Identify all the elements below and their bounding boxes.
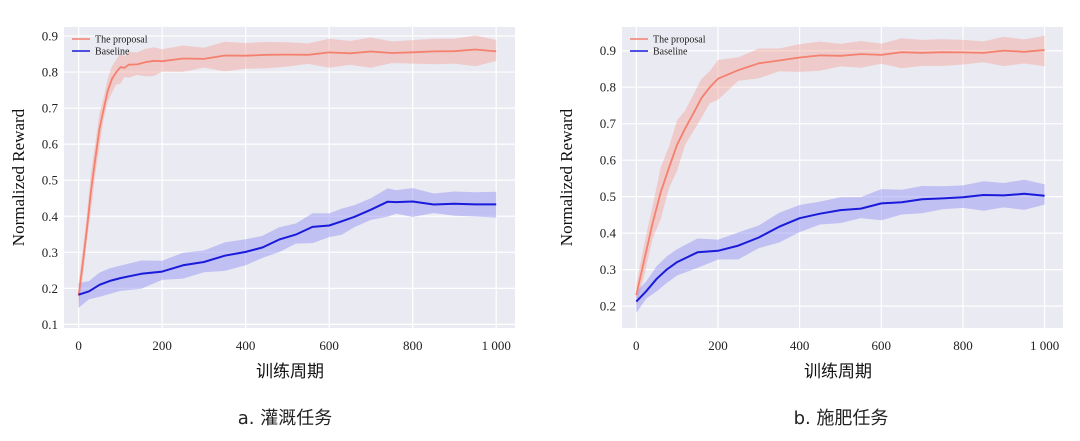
series-lines-a [77, 48, 497, 296]
x-tick-label-a: 200 [152, 338, 172, 353]
x-tick-label-b: 600 [872, 338, 892, 353]
confidence-bands-a [78, 35, 497, 309]
grid-b [622, 27, 1063, 328]
legend-label-baseline-a: Baseline [95, 47, 130, 58]
x-tick-label-b: 0 [633, 338, 640, 353]
y-axis-label-b: Normalized Reward [557, 108, 576, 246]
y-tick-label-b: 0.2 [600, 299, 616, 314]
legend-label-proposal-a: The proposal [95, 35, 148, 46]
y-tick-label-b: 0.8 [600, 80, 616, 95]
x-ticks-a: 0 200 400 600 800 1 000 [75, 338, 510, 353]
y-tick-label-b: 0.9 [600, 43, 616, 58]
line-proposal-b [635, 49, 1045, 296]
caption-b: b. 施肥任务 [794, 408, 889, 429]
plot-area-b [622, 27, 1063, 328]
y-ticks-a: 0.1 0.2 0.3 0.4 0.5 0.6 0.7 0.8 0.9 [42, 29, 59, 332]
x-tick-label-a: 1 000 [482, 338, 511, 353]
x-tick-label-a: 800 [403, 338, 423, 353]
x-tick-label-b: 1 000 [1030, 338, 1059, 353]
legend-label-proposal-b: The proposal [653, 35, 706, 46]
y-tick-label-b: 0.6 [600, 153, 617, 168]
y-tick-label-a: 0.9 [42, 29, 58, 44]
x-tick-label-b: 200 [708, 338, 728, 353]
y-tick-label-a: 0.4 [42, 209, 59, 224]
y-tick-label-a: 0.8 [42, 65, 58, 80]
y-tick-label-a: 0.3 [42, 245, 58, 260]
band-baseline-a [78, 188, 497, 308]
y-tick-label-a: 0.2 [42, 281, 58, 296]
caption-a: a. 灌溉任务 [238, 408, 332, 429]
y-tick-label-b: 0.4 [600, 226, 617, 241]
panel-a: 0 200 400 600 800 1 000 0.1 0.2 0.3 0.4 0.5 0.6 0.7… [9, 27, 515, 429]
grid-a [64, 27, 515, 328]
band-proposal-b [636, 35, 1045, 307]
y-tick-label-a: 0.5 [42, 173, 58, 188]
x-ticks-b: 0 200 400 600 800 1 000 [633, 338, 1059, 353]
y-tick-label-a: 0.7 [42, 101, 59, 116]
x-tick-label-b: 400 [790, 338, 810, 353]
x-tick-label-b: 800 [953, 338, 973, 353]
band-proposal-a [78, 35, 497, 309]
x-axis-label-b: 训练周期 [804, 362, 872, 382]
series-lines-b [635, 49, 1045, 303]
confidence-bands-b [636, 35, 1045, 313]
y-tick-label-b: 0.5 [600, 189, 616, 204]
y-ticks-b: 0.2 0.3 0.4 0.5 0.6 0.7 0.8 0.9 [600, 43, 617, 313]
line-baseline-a [78, 200, 497, 296]
y-tick-label-b: 0.3 [600, 262, 616, 277]
y-tick-label-b: 0.7 [600, 116, 617, 131]
x-axis-label-a: 训练周期 [256, 362, 324, 382]
x-tick-label-a: 600 [319, 338, 339, 353]
panel-b: 0 200 400 600 800 1 000 0.2 0.3 0.4 0.5 0.6 0.7 0.8… [557, 27, 1063, 429]
plot-area-a [64, 27, 515, 328]
line-proposal-a [77, 48, 497, 296]
x-tick-label-a: 400 [236, 338, 256, 353]
band-baseline-b [636, 179, 1045, 313]
line-baseline-b [635, 192, 1045, 303]
y-tick-label-a: 0.6 [42, 137, 59, 152]
legend-label-baseline-b: Baseline [653, 47, 688, 58]
y-axis-label-a: Normalized Reward [9, 108, 28, 246]
x-tick-label-a: 0 [75, 338, 82, 353]
y-tick-label-a: 0.1 [42, 317, 58, 332]
